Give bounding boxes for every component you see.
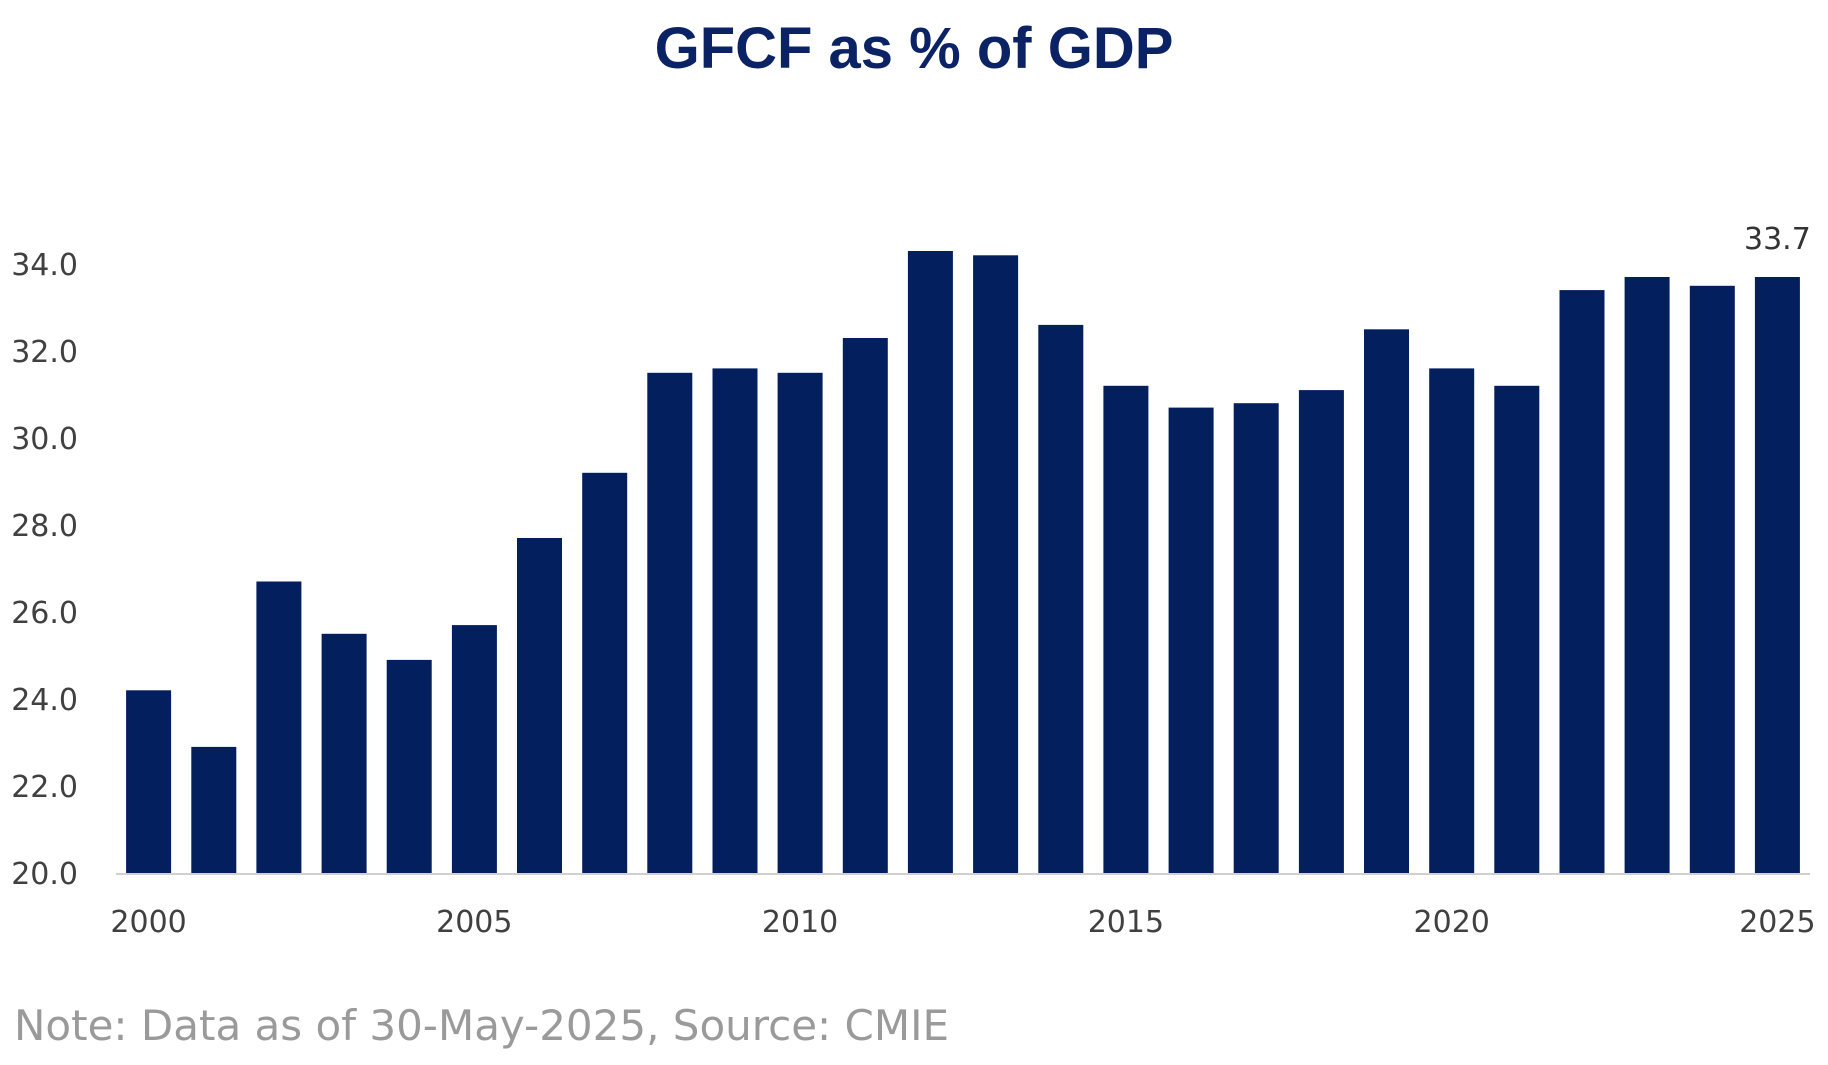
y-tick-label: 24.0 — [11, 683, 78, 718]
bar-2002 — [256, 581, 302, 873]
bar-2016 — [1168, 407, 1214, 873]
bar-2004 — [386, 659, 432, 873]
x-tick-label: 2000 — [110, 905, 186, 940]
bar-2000 — [126, 690, 172, 873]
bar-2014 — [1038, 324, 1084, 873]
chart-title: GFCF as % of GDP — [655, 16, 1174, 81]
y-tick-label: 34.0 — [11, 248, 78, 283]
y-tick-label: 30.0 — [11, 422, 78, 457]
bar-2013 — [973, 255, 1019, 874]
data-labels: 33.7 — [1744, 222, 1811, 257]
bar-2017 — [1233, 403, 1279, 873]
bar-2008 — [647, 372, 693, 874]
source-note: Note: Data as of 30-May-2025, Source: CM… — [14, 1001, 949, 1050]
y-tick-label: 22.0 — [11, 770, 78, 805]
x-tick-label: 2015 — [1088, 905, 1164, 940]
bar-2012 — [907, 251, 953, 873]
y-tick-label: 32.0 — [11, 335, 78, 370]
x-axis: 2000 2005 2010 2015 2020 2025 — [110, 905, 1815, 940]
y-axis: 20.0 22.0 24.0 26.0 28.0 30.0 32.0 34.0 — [11, 248, 78, 892]
x-tick-label: 2025 — [1739, 905, 1815, 940]
data-label-2025: 33.7 — [1744, 222, 1811, 257]
bar-2018 — [1298, 390, 1344, 873]
bar-2009 — [712, 368, 758, 873]
y-tick-label: 28.0 — [11, 509, 78, 544]
bar-2019 — [1364, 329, 1409, 874]
bar-2023 — [1624, 277, 1670, 873]
y-tick-label: 26.0 — [11, 596, 78, 631]
bar-2022 — [1559, 290, 1605, 874]
bar-2006 — [517, 538, 562, 873]
y-tick-label: 20.0 — [11, 857, 78, 892]
bar-2001 — [191, 746, 237, 873]
x-tick-label: 2010 — [762, 905, 838, 940]
bars — [126, 251, 1800, 874]
bar-2011 — [842, 338, 888, 873]
bar-2024 — [1689, 285, 1735, 874]
bar-2010 — [777, 372, 823, 874]
x-tick-label: 2020 — [1414, 905, 1490, 940]
bar-2005 — [451, 625, 497, 873]
bar-2021 — [1494, 385, 1540, 873]
bar-2020 — [1429, 368, 1475, 873]
bar-2015 — [1103, 385, 1149, 873]
bar-2025 — [1754, 277, 1800, 873]
x-tick-label: 2005 — [436, 905, 512, 940]
bar-2007 — [582, 472, 628, 873]
bar-2003 — [321, 633, 367, 874]
